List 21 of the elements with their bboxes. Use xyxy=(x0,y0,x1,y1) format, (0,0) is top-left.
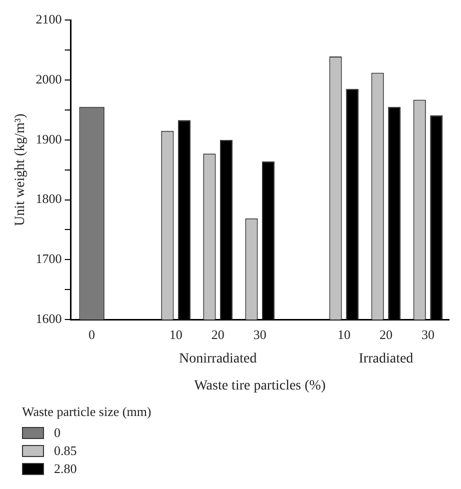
legend-title: Waste particle size (mm) xyxy=(22,404,152,420)
y-axis-title: Unit weight (kg/m³) xyxy=(13,113,28,226)
text: Nonirradiated xyxy=(179,351,257,366)
legend-label: 0 xyxy=(54,425,60,441)
legend-label: 2.80 xyxy=(54,461,77,477)
x-tick-label: 20 xyxy=(379,326,392,342)
y-tick-label: 1600 xyxy=(36,311,62,326)
y-tick-label: 2100 xyxy=(36,11,62,26)
x-tick-label: 10 xyxy=(169,326,182,342)
y-tick-label: 1800 xyxy=(36,191,62,206)
y-tick-label: 1900 xyxy=(36,131,62,146)
x-tick-label: 30 xyxy=(253,326,266,342)
text: Irradiated xyxy=(358,351,414,366)
x-tick-label: 0 xyxy=(88,326,96,342)
x-tick-label: 30 xyxy=(421,326,434,342)
legend-label: 0.85 xyxy=(54,443,77,459)
x-tick-label: 10 xyxy=(337,326,350,342)
y-tick-label: 1700 xyxy=(36,251,62,266)
x-tick-label: 20 xyxy=(211,326,224,342)
y-tick-label: 2000 xyxy=(36,71,62,86)
x-axis-title: Waste tire particles (%) xyxy=(194,378,326,394)
